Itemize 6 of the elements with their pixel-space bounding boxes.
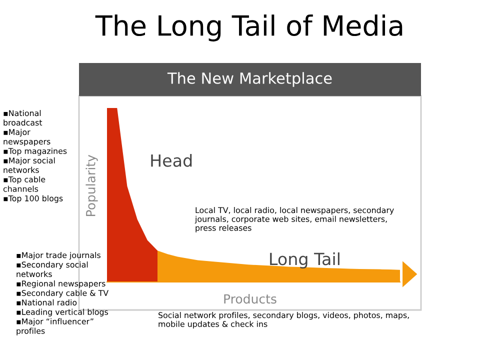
series-label: Long Tail (270, 252, 340, 269)
chart-title: The Long Tail of Media (95, 14, 402, 42)
y-axis-title: Popularity (86, 154, 98, 216)
series-label: Head (151, 154, 192, 167)
chart-subtitle: The New Marketplace (167, 72, 332, 87)
x-axis-title: Products (224, 294, 276, 304)
